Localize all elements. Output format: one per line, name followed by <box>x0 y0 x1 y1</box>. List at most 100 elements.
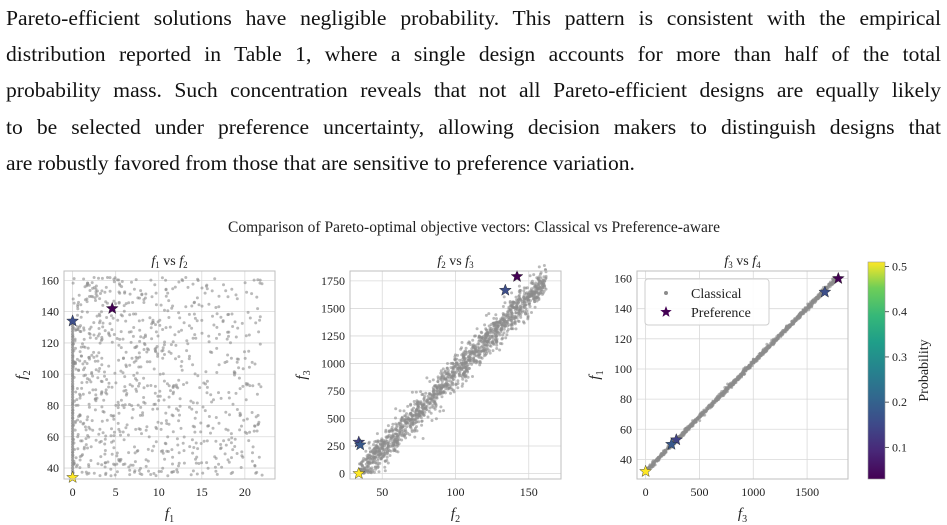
xlabel-sub: 2 <box>455 514 460 525</box>
classical-point <box>208 350 212 354</box>
classical-point <box>367 462 371 466</box>
classical-point <box>230 287 234 291</box>
classical-point <box>464 369 468 373</box>
classical-point <box>87 435 91 439</box>
classical-point <box>89 459 93 462</box>
classical-point <box>444 387 448 391</box>
classical-point <box>192 446 196 449</box>
classical-point <box>209 393 213 397</box>
classical-point <box>170 470 174 474</box>
classical-point <box>193 416 197 420</box>
classical-point <box>177 330 181 334</box>
classical-point <box>71 406 75 410</box>
xlabel-sub: 3 <box>742 514 747 525</box>
classical-point <box>233 320 237 324</box>
classical-point <box>253 362 257 366</box>
classical-point <box>661 453 665 456</box>
classical-point <box>376 458 380 462</box>
classical-point <box>188 354 191 358</box>
classical-point <box>118 430 122 434</box>
classical-point <box>464 379 468 383</box>
classical-point <box>235 452 239 455</box>
classical-point <box>430 405 434 409</box>
classical-point <box>475 327 479 331</box>
classical-point <box>393 440 397 444</box>
classical-point <box>807 308 811 312</box>
classical-point <box>247 333 251 337</box>
classical-point <box>112 446 116 450</box>
classical-point <box>433 407 437 411</box>
classical-point <box>495 317 498 321</box>
classical-point <box>253 424 257 428</box>
classical-point <box>121 337 125 341</box>
classical-point <box>502 327 506 331</box>
classical-point <box>217 305 221 309</box>
classical-point <box>139 289 143 293</box>
classical-point <box>506 324 510 328</box>
classical-point <box>446 362 449 365</box>
classical-point <box>160 276 164 280</box>
classical-point <box>485 329 489 332</box>
classical-point <box>119 433 122 437</box>
classical-point <box>152 367 156 371</box>
classical-point <box>237 376 241 380</box>
classical-point <box>385 439 389 443</box>
classical-point <box>82 277 86 281</box>
classical-point <box>143 333 147 337</box>
classical-point <box>91 295 95 299</box>
classical-point <box>202 439 206 443</box>
classical-point <box>71 387 75 391</box>
classical-point <box>112 333 116 336</box>
classical-point <box>233 445 237 448</box>
classical-point <box>93 408 97 412</box>
classical-point <box>400 438 404 442</box>
classical-point <box>104 300 108 304</box>
classical-point <box>777 334 781 338</box>
classical-point <box>100 276 104 280</box>
classical-point <box>171 455 175 459</box>
classical-point <box>122 438 126 442</box>
classical-point <box>134 359 138 363</box>
classical-point <box>182 461 186 465</box>
classical-point <box>714 398 718 402</box>
classical-point <box>490 340 494 344</box>
classical-point <box>119 369 123 373</box>
classical-point <box>81 453 84 457</box>
classical-point <box>525 295 529 299</box>
classical-point <box>164 326 168 330</box>
legend-box <box>644 278 770 326</box>
classical-point <box>97 327 101 330</box>
classical-point <box>433 402 437 406</box>
classical-point <box>468 341 472 345</box>
x-axis-label: f3 <box>738 506 747 525</box>
classical-point <box>542 275 546 279</box>
legend-classical-marker <box>664 291 668 295</box>
classical-point <box>227 330 231 334</box>
title-var: f <box>752 254 758 269</box>
classical-point <box>179 426 183 430</box>
classical-point <box>173 333 177 337</box>
classical-point <box>101 410 105 413</box>
y-tick-label: 140 <box>41 305 59 319</box>
classical-point <box>205 283 209 287</box>
classical-point <box>161 372 165 376</box>
classical-point <box>257 382 261 386</box>
classical-point <box>162 379 166 383</box>
classical-point <box>375 445 379 449</box>
classical-point <box>86 415 90 419</box>
classical-point <box>95 354 99 358</box>
classical-point <box>108 276 112 280</box>
classical-point <box>185 381 189 385</box>
classical-point <box>495 339 499 343</box>
classical-point <box>117 411 121 415</box>
x-tick-label: 500 <box>690 485 708 499</box>
classical-point <box>405 425 409 429</box>
classical-point <box>235 297 239 301</box>
classical-point <box>229 341 232 345</box>
classical-point <box>136 403 140 407</box>
classical-point <box>441 367 445 371</box>
classical-point <box>442 377 446 381</box>
classical-point <box>487 312 491 316</box>
classical-point <box>696 416 700 420</box>
classical-point <box>761 350 765 354</box>
